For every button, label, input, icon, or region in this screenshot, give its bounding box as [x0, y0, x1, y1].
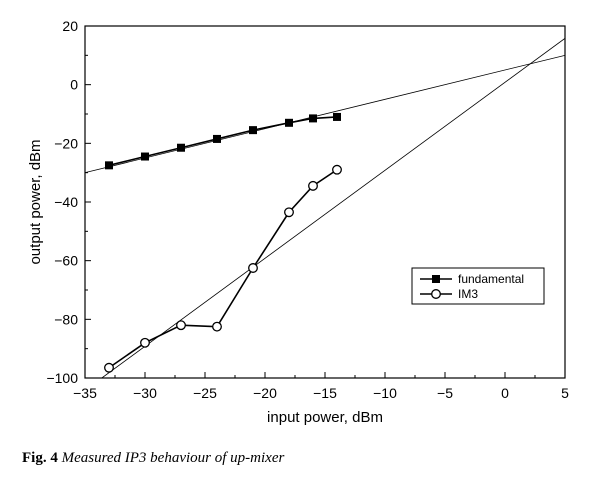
series-line-im3	[108, 169, 338, 369]
data-point-im3	[212, 321, 222, 332]
x-tick-label: −25	[193, 385, 217, 401]
y-tick-label: −40	[54, 194, 78, 210]
data-point-im3	[248, 263, 258, 273]
x-tick-label: −5	[437, 385, 453, 401]
caption-label: Fig. 4	[22, 450, 58, 466]
data-point-fundamental	[309, 114, 317, 123]
x-tick-label: 0	[501, 385, 509, 401]
data-point-im3	[308, 180, 318, 191]
series-fundamental	[105, 112, 341, 170]
x-tick-label: −15	[313, 385, 337, 401]
data-point-fundamental	[177, 143, 185, 152]
plot-frame	[84, 25, 566, 379]
extrapolation-line-slope-1	[85, 54, 565, 174]
data-point-im3	[140, 337, 150, 348]
y-tick-label: −60	[54, 253, 78, 269]
extrapolation-lines	[85, 37, 565, 378]
data-point-fundamental	[141, 152, 149, 161]
plot-layer	[85, 37, 565, 378]
data-point-fundamental	[213, 134, 221, 143]
data-point-im3	[332, 164, 342, 175]
caption-text: Measured IP3 behaviour of up-mixer	[61, 450, 285, 466]
y-tick-label: −100	[46, 370, 78, 386]
y-tick-label: 0	[70, 77, 78, 93]
data-point-fundamental	[333, 112, 341, 121]
legend-label-im3: IM3	[458, 287, 478, 301]
x-tick-label: 5	[561, 385, 569, 401]
legend-marker-im3	[431, 289, 441, 299]
axes-layer: −35 −30 −25 −20 −15 −10 −5 0 5 −100 −80 −60 −40 −20 0 2…	[46, 18, 569, 401]
legend-label-fundamental: fundamental	[458, 272, 524, 286]
data-point-fundamental	[285, 118, 293, 127]
legend-marker-fundamental	[432, 275, 440, 283]
x-tick-label: −30	[133, 385, 157, 401]
series-im3	[104, 164, 342, 373]
x-tick-label: −20	[253, 385, 277, 401]
y-tick-label: −80	[54, 311, 78, 327]
y-axis-title: output power, dBm	[27, 139, 44, 264]
x-tick-label: −35	[73, 385, 97, 401]
y-tick-label: 20	[62, 18, 78, 34]
x-axis-title: input power, dBm	[267, 409, 383, 426]
data-point-im3	[104, 362, 114, 373]
ip3-chart: −35 −30 −25 −20 −15 −10 −5 0 5 −100 −80 −60 −40 −20 0 2…	[27, 18, 569, 426]
data-point-im3	[176, 320, 186, 331]
x-tick-label: −10	[373, 385, 397, 401]
figure-caption: Fig. 4 Measured IP3 behaviour of up-mixe…	[22, 450, 284, 467]
data-point-im3	[284, 207, 294, 218]
data-point-fundamental	[105, 161, 113, 170]
y-tick-label: −20	[54, 135, 78, 151]
data-point-fundamental	[249, 126, 257, 135]
extrapolation-line-slope-3	[101, 37, 565, 378]
